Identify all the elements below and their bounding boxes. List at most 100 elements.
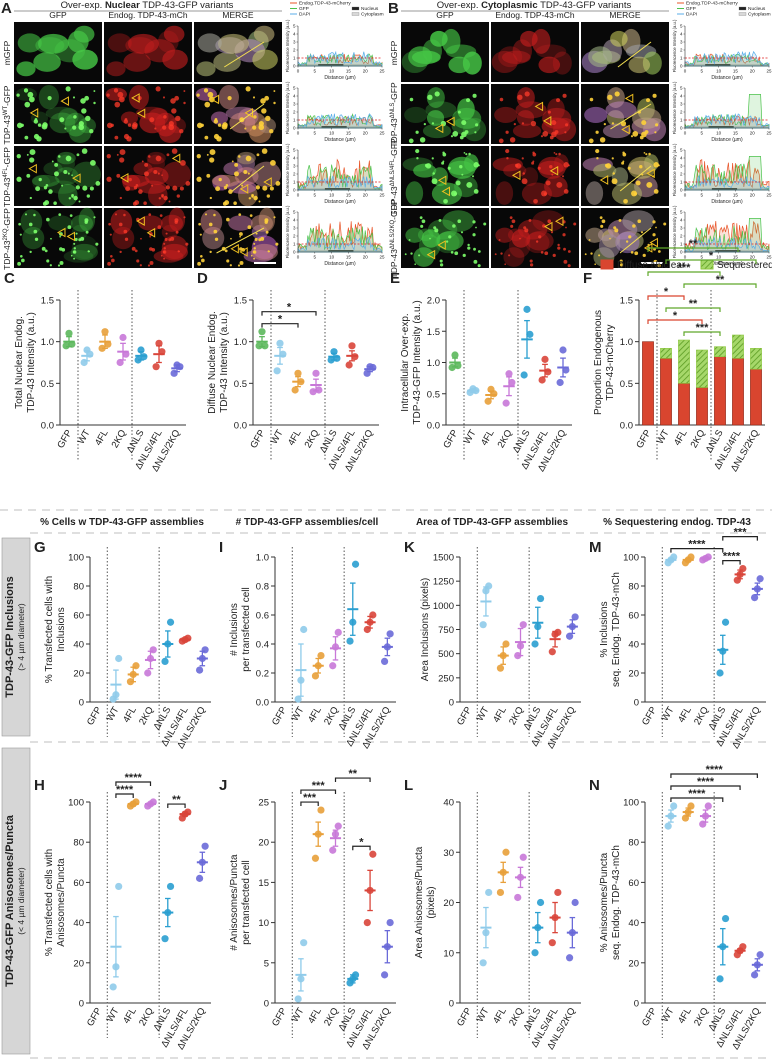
y-axis-label-line: Proportion Endogenous (593, 310, 604, 415)
punctum (542, 131, 549, 137)
significance-bracket (647, 271, 721, 276)
punctum (561, 175, 565, 178)
punctum (171, 108, 177, 114)
data-point (548, 939, 556, 947)
data-point (721, 618, 730, 626)
punctum (556, 98, 561, 103)
bar-diffuse (732, 358, 744, 426)
punctum (28, 96, 35, 103)
y-tick-label: 0 (79, 999, 84, 1010)
data-point (496, 888, 505, 897)
arrowhead (511, 170, 521, 181)
punctum (418, 254, 421, 257)
punctum (454, 251, 459, 256)
legend-swatch (738, 12, 747, 16)
punctum (434, 91, 440, 97)
y-tick-label: 1.0 (427, 358, 440, 369)
legend-swatch (600, 259, 614, 270)
punctum (657, 264, 661, 268)
punctum (452, 224, 456, 228)
data-point (255, 342, 263, 350)
data-point (345, 361, 353, 369)
punctum (151, 247, 156, 252)
punctum (118, 222, 123, 227)
significance-label: * (673, 310, 678, 322)
section-heading: % Cells w TDP-43-GFP assemblies (40, 517, 204, 528)
arrowhead (119, 172, 129, 183)
data-point (548, 648, 556, 656)
y-axis-label-line: Area Inclusions (pixels) (420, 578, 431, 681)
y-tick-label: 0.5 (234, 379, 247, 390)
punctum (460, 231, 464, 234)
x-tick-label: 0 (684, 255, 687, 260)
punctum (627, 166, 631, 170)
punctum (500, 252, 503, 255)
punctum (124, 237, 129, 241)
x-tick-label: 20 (363, 131, 369, 136)
arrowhead (649, 237, 658, 248)
nucleus-band (328, 250, 354, 252)
punctum (431, 157, 434, 160)
punctum (540, 250, 544, 254)
punctum (451, 190, 457, 197)
punctum (621, 161, 625, 165)
punctum (245, 155, 252, 162)
punctum (86, 194, 91, 198)
punctum (123, 229, 128, 234)
cell (16, 61, 36, 77)
data-point (520, 371, 528, 379)
x-tick-label: 10 (716, 193, 722, 198)
panel-letter: N (589, 777, 600, 794)
punctum (76, 153, 80, 157)
y-tick-label: 5 (293, 24, 296, 29)
punctum (72, 96, 76, 99)
punctum (35, 186, 41, 192)
punctum (275, 181, 281, 186)
punctum (179, 129, 184, 134)
punctum (174, 95, 180, 101)
punctum (523, 226, 527, 230)
data-point (554, 628, 562, 637)
punctum (214, 237, 219, 241)
x-tick-label: 15 (733, 131, 739, 136)
y-tick-label: 3 (293, 226, 296, 231)
punctum (657, 250, 661, 253)
y-axis-label-line: % Inclusions (599, 601, 610, 657)
punctum (618, 218, 622, 222)
nucleus-band (715, 250, 741, 252)
data-point (115, 654, 123, 663)
punctum (95, 242, 99, 246)
punctum (594, 263, 597, 266)
cell (54, 167, 79, 186)
arrowhead (554, 216, 564, 227)
punctum (619, 259, 623, 263)
punctum (642, 253, 646, 258)
punctum (75, 232, 78, 235)
punctum (41, 246, 46, 251)
y-tick-label: 3 (293, 102, 296, 107)
cell (491, 50, 518, 74)
micrograph (491, 208, 579, 268)
punctum (261, 108, 267, 114)
data-point (451, 351, 459, 359)
data-point (721, 914, 730, 923)
punctum (529, 263, 534, 267)
cell (45, 106, 78, 120)
punctum (93, 216, 96, 219)
y-tick-label: 0 (680, 188, 683, 193)
row-label: TDP-434FL-GFP (2, 147, 12, 207)
cell (538, 56, 561, 74)
punctum (253, 242, 256, 245)
punctum (252, 250, 257, 254)
x-axis-label: Distance (µm) (324, 199, 356, 205)
y-axis-label-line: # Inclusions (229, 603, 240, 656)
title-part: Nuclear (105, 0, 140, 11)
punctum (208, 222, 213, 227)
data-point (531, 640, 539, 648)
punctum (255, 232, 258, 235)
punctum (134, 200, 140, 205)
punctum (149, 260, 154, 265)
significance-label: * (664, 286, 669, 298)
legend-label: Endog.TDP-43-mCherry (299, 1, 351, 7)
data-point (161, 935, 169, 943)
